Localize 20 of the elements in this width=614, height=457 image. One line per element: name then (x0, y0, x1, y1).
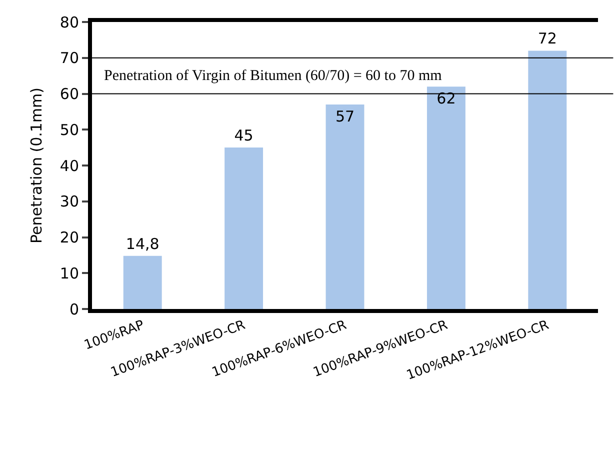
y-tick-label: 70 (60, 49, 79, 68)
data-label: 45 (234, 126, 254, 145)
y-tick-label: 40 (60, 156, 79, 175)
data-label: 57 (335, 108, 355, 126)
bar (224, 148, 264, 309)
y-tick-label: 80 (60, 13, 79, 32)
y-tick-label: 50 (60, 120, 79, 139)
y-tick-label: 20 (60, 228, 79, 246)
bar (326, 104, 364, 309)
y-tick-label: 60 (60, 85, 79, 103)
y-axis-title: Penetration (0.1mm) (28, 88, 46, 244)
data-label: 72 (538, 30, 557, 48)
annotation: Penetration of Virgin of Bitumen (60/70) = 60 to 70 mm (104, 68, 442, 84)
bar (426, 86, 466, 309)
y-tick-label: 0 (69, 300, 79, 318)
y-tick-label: 30 (60, 192, 79, 211)
data-label: 14,8 (126, 234, 160, 253)
bar (528, 50, 567, 309)
y-tick-label: 10 (60, 264, 79, 282)
bar (123, 256, 162, 309)
